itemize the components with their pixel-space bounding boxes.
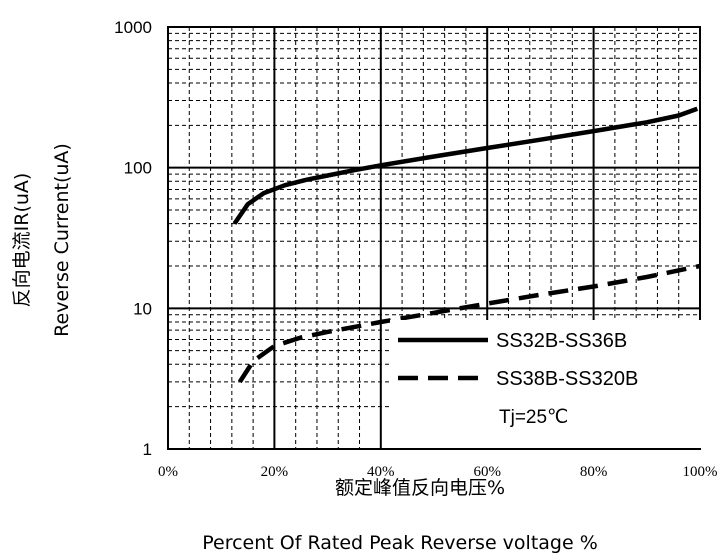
legend-label-series-1: SS32B-SS36B: [496, 330, 627, 352]
legend-label-series-2: SS38B-SS320B: [496, 368, 638, 390]
x-tick-label: 40%: [367, 464, 395, 480]
legend: SS32B-SS36B SS38B-SS320B Tj=25℃: [390, 320, 704, 448]
series-line-1: [232, 106, 699, 225]
x-axis-title-cn: 额定峰值反向电压%: [335, 477, 505, 499]
x-tick-label: 100%: [683, 464, 718, 480]
y-tick-label: 100: [124, 159, 152, 178]
x-tick-label: 60%: [473, 464, 501, 480]
x-tick-labels: 0% 20% 40% 60% 80% 100%: [158, 464, 718, 480]
series-line-2: [237, 263, 701, 384]
x-tick-label: 80%: [580, 464, 608, 480]
plot-frame: [167, 26, 701, 450]
x-tick-label: 20%: [261, 464, 289, 480]
y-tick-label: 10: [133, 299, 152, 318]
series-lines: [232, 106, 701, 384]
temperature-annotation: Tj=25℃: [499, 407, 568, 428]
y-axis-title-cn: 反向电流IR(uA): [11, 173, 33, 308]
y-tick-label: 1000: [114, 18, 152, 37]
y-tick-labels: 1 10 100 1000: [114, 18, 152, 459]
y-axis-title-en: Reverse Current(uA): [51, 143, 73, 337]
x-tick-label: 0%: [158, 464, 178, 480]
x-axis-title-en: Percent Of Rated Peak Reverse voltage %: [202, 532, 598, 554]
y-tick-label: 1: [143, 440, 152, 459]
